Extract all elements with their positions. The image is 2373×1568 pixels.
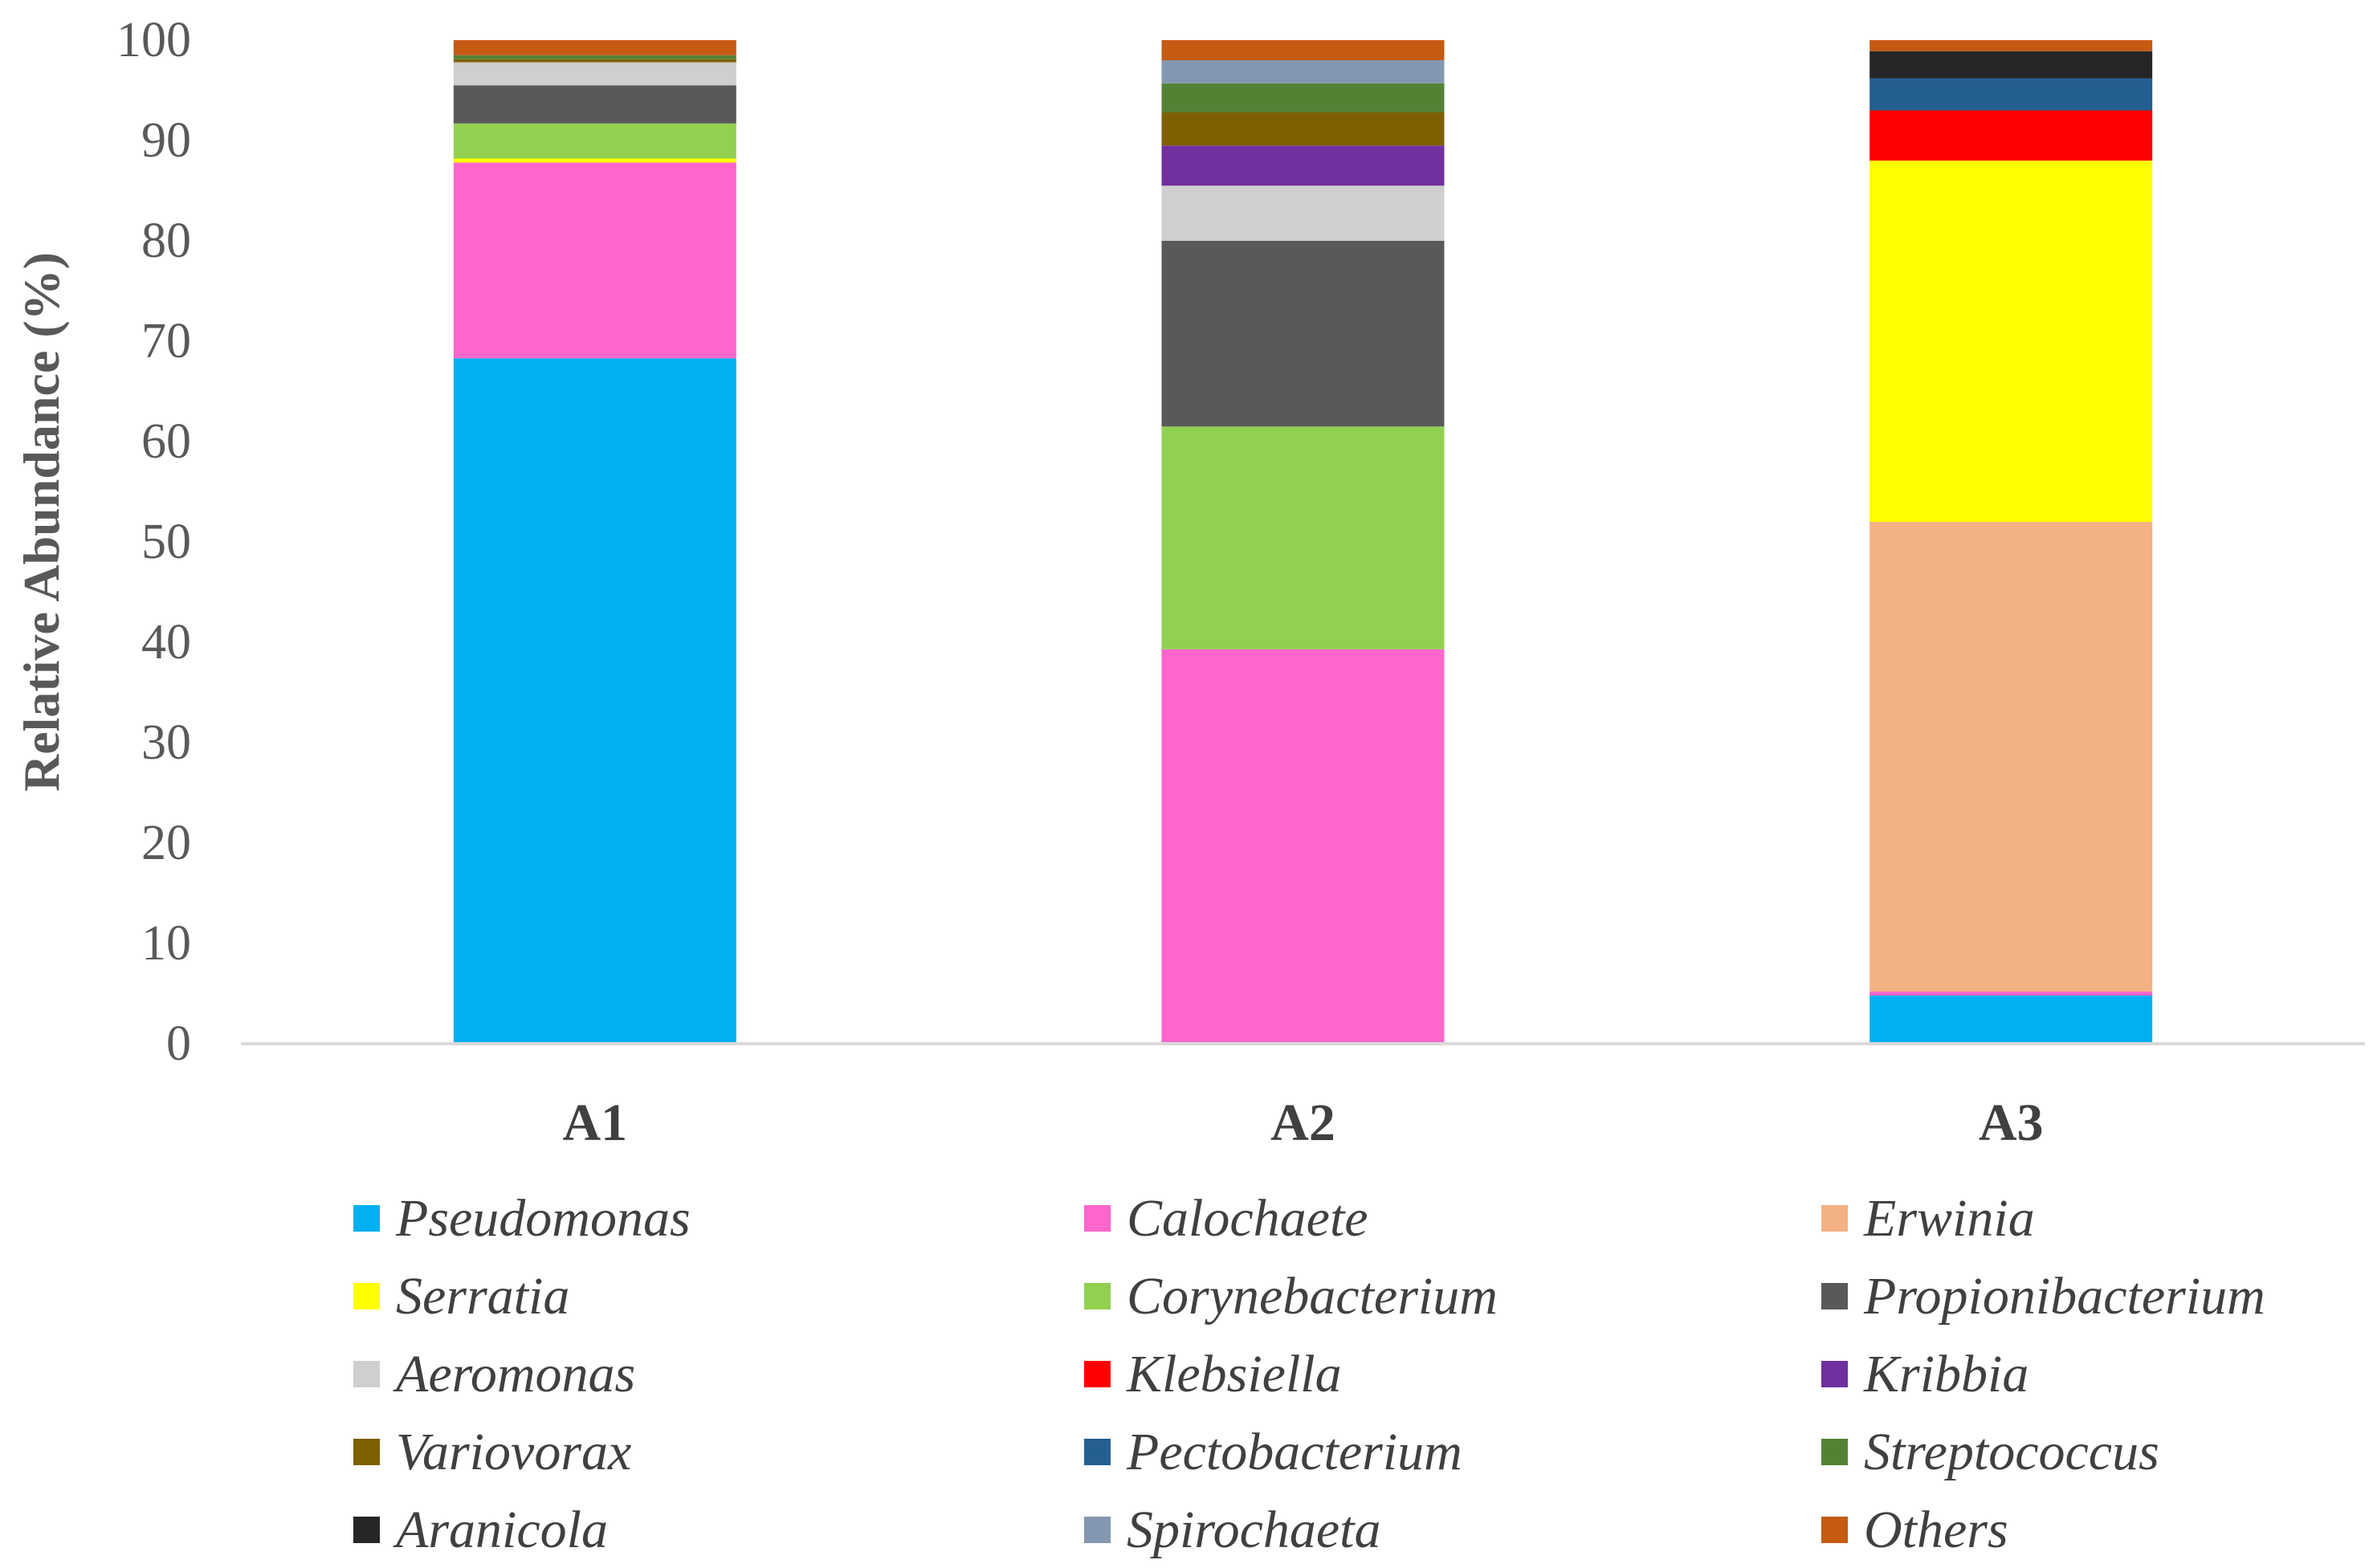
y-tick-label: 50 — [141, 515, 191, 569]
bar-segment-a3-calochaete — [1869, 992, 2153, 996]
legend-item: Klebsiella — [1084, 1345, 1342, 1403]
legend-item: Kribbia — [1821, 1345, 2028, 1403]
x-tick-label: A1 — [562, 1094, 627, 1152]
bar-stack-a1 — [453, 40, 736, 1044]
legend-label: Serratia — [396, 1267, 569, 1326]
x-axis: A1 A2 A3 — [241, 1042, 2365, 1152]
y-tick-label: 0 — [166, 1016, 191, 1071]
legend-swatch — [1084, 1205, 1111, 1232]
legend-swatch — [353, 1283, 380, 1309]
y-tick-label: 100 — [116, 13, 191, 67]
bar-segment-a2-propionibacterium — [1161, 241, 1445, 427]
y-tick-label: 10 — [141, 916, 191, 971]
bar-segment-a1-corynebacterium — [453, 123, 736, 159]
bar-segment-a2-others — [1161, 40, 1445, 60]
x-tick-label: A2 — [1270, 1094, 1335, 1152]
legend-swatch — [353, 1439, 380, 1465]
legend-item: Pseudomonas — [353, 1189, 691, 1248]
bar-stack-a3 — [1869, 40, 2153, 1044]
legend-swatch — [1084, 1439, 1111, 1465]
bar-segment-a2-calochaete — [1161, 649, 1445, 1044]
y-tick-label: 90 — [141, 113, 191, 168]
bar-segment-a2-kribbia — [1161, 145, 1445, 186]
legend-swatch — [1821, 1205, 1848, 1232]
bar-segment-a1-variovorax — [453, 59, 736, 63]
bars — [453, 40, 2153, 1044]
legend-label: Kribbia — [1863, 1345, 2028, 1403]
legend-swatch — [1821, 1361, 1848, 1387]
bar-segment-a1-calochaete — [453, 162, 736, 359]
bar-segment-a3-pseudomonas — [1869, 996, 2153, 1044]
legend-label: Calochaete — [1127, 1189, 1368, 1248]
legend-swatch — [1084, 1361, 1111, 1387]
y-tick-label: 60 — [141, 414, 191, 469]
y-axis-title: Relative Abundance (%) — [13, 252, 70, 792]
y-tick-label: 80 — [141, 214, 191, 268]
legend-label: Others — [1864, 1501, 2008, 1559]
legend-swatch — [1821, 1439, 1848, 1465]
legend-swatch — [1821, 1517, 1848, 1543]
legend-swatch — [353, 1361, 380, 1387]
bar-segment-a2-variovorax — [1161, 112, 1445, 146]
bar-segment-a2-streptococcus — [1161, 83, 1445, 112]
y-tick-label: 20 — [141, 816, 191, 870]
legend-label: Variovorax — [396, 1423, 631, 1481]
bar-segment-a3-serratia — [1869, 161, 2153, 522]
legend-label: Spirochaeta — [1127, 1501, 1381, 1559]
x-tick-label: A3 — [1979, 1094, 2044, 1152]
y-tick-label: 40 — [141, 615, 191, 670]
bar-segment-a1-aeromonas — [453, 62, 736, 86]
legend-swatch — [1084, 1283, 1111, 1309]
legend-item: Pectobacterium — [1084, 1423, 1462, 1481]
y-axis: 0 10 20 30 40 50 60 70 80 90 100 — [116, 13, 191, 1071]
legend-item: Calochaete — [1084, 1189, 1368, 1248]
y-tick-label: 70 — [141, 314, 191, 369]
bar-segment-a3-others — [1869, 40, 2153, 51]
bar-segment-a1-pseudomonas — [453, 358, 736, 1044]
bar-segment-a3-klebsiella — [1869, 110, 2153, 161]
legend-swatch — [353, 1205, 380, 1232]
bar-segment-a1-serratia — [453, 158, 736, 163]
bar-segment-a2-corynebacterium — [1161, 426, 1445, 650]
legend-swatch — [1084, 1517, 1111, 1543]
legend-item: Spirochaeta — [1084, 1501, 1381, 1559]
bar-segment-a1-others — [453, 40, 736, 55]
bar-segment-a2-aeromonas — [1161, 185, 1445, 241]
legend-label: Klebsiella — [1126, 1345, 1342, 1403]
legend-item: Corynebacterium — [1084, 1267, 1498, 1326]
legend-item: Erwinia — [1821, 1189, 2035, 1248]
legend-label: Corynebacterium — [1127, 1267, 1498, 1326]
bar-segment-a3-pectobacterium — [1869, 78, 2153, 111]
legend-item: Streptococcus — [1821, 1423, 2159, 1481]
bar-stack-a2 — [1161, 40, 1445, 1044]
legend-item: Aranicola — [353, 1501, 608, 1559]
legend-item: Aeromonas — [353, 1345, 635, 1403]
bar-segment-a3-aranicola — [1869, 51, 2153, 79]
y-tick-label: 30 — [141, 715, 191, 770]
bar-segment-a3-erwinia — [1869, 522, 2153, 992]
legend-item: Serratia — [353, 1267, 569, 1326]
legend-item: Propionibacterium — [1821, 1267, 2265, 1326]
legend: Pseudomonas Calochaete Erwinia Serratia Cory… — [353, 1189, 2265, 1559]
legend-item: Others — [1821, 1501, 2008, 1559]
legend-item: Variovorax — [353, 1423, 631, 1481]
bar-segment-a1-propionibacterium — [453, 85, 736, 124]
legend-label: Pectobacterium — [1126, 1423, 1462, 1481]
legend-label: Erwinia — [1863, 1189, 2035, 1248]
legend-label: Streptococcus — [1864, 1423, 2159, 1481]
legend-swatch — [1821, 1283, 1848, 1309]
bar-segment-a1-streptococcus — [453, 55, 736, 59]
legend-label: Aranicola — [393, 1501, 608, 1559]
legend-swatch — [353, 1517, 380, 1543]
legend-label: Aeromonas — [393, 1345, 635, 1403]
bar-segment-a2-spirochaeta — [1161, 60, 1445, 83]
legend-label: Pseudomonas — [395, 1189, 691, 1248]
legend-label: Propionibacterium — [1863, 1267, 2265, 1326]
